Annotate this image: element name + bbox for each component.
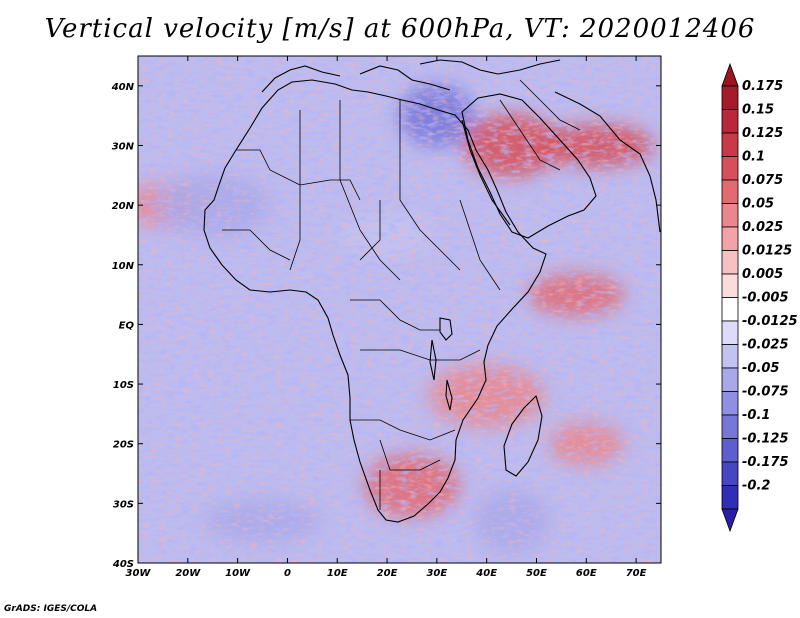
colorbar-label: 0.15 [742,103,774,118]
colorbar-label: -0.005 [742,291,789,306]
lon-tick-label: 20E [377,568,398,579]
colorbar-swatch [721,297,739,322]
lon-tick-label: 30E [426,568,447,579]
colorbar-label: 0.05 [742,197,774,212]
colorbar-swatch [721,367,739,392]
longitude-axis: 30W 20W 10W 0 10E 20E 30E 40E 50E 60E 70E [126,56,647,579]
lat-tick-label: 10N [112,261,135,272]
colorbar-swatch [721,203,739,228]
colorbar-swatch [721,132,739,157]
vertical-velocity-field [138,56,661,563]
colorbar-label: 0.075 [742,173,783,188]
colorbar-label: 0.125 [742,126,783,141]
colorbar-swatch [721,391,739,416]
colorbar-label: -0.075 [742,385,789,400]
lon-tick-label: 30W [126,568,152,579]
colorbar-label: 0.1 [742,150,765,165]
lat-tick-label: 30N [112,141,135,152]
colorbar-swatch [721,414,739,439]
colorbar-bottom-arrow [721,508,739,533]
lat-tick-label: EQ [119,320,135,331]
latitude-axis: 40N 30N 20N 10N EQ 10S 20S 30S 40S [111,82,661,570]
colorbar-swatch [721,344,739,369]
colorbar-label: 0.0125 [742,244,792,259]
plot-frame [137,55,662,564]
colorbar-label: 0.005 [742,267,783,282]
colorbar-swatch [721,438,739,463]
lat-tick-label: 30S [113,499,134,510]
colorbar-swatch [721,250,739,275]
colorbar-swatch [721,320,739,345]
colorbar-label: -0.1 [742,408,770,423]
colorbar-label: -0.05 [742,361,779,376]
colorbar-swatch [721,109,739,134]
colorbar-swatch [721,461,739,486]
lat-tick-label: 40S [112,559,134,570]
coastlines [203,59,661,523]
lon-tick-label: 10W [225,568,251,579]
colorbar-label: -0.025 [742,338,789,353]
colorbar-swatch [721,485,739,510]
lon-tick-label: 70E [626,568,647,579]
lon-tick-label: 50E [526,568,547,579]
lat-tick-label: 40N [111,82,135,93]
lat-tick-label: 10S [113,380,134,391]
colorbar-label: 0.175 [742,79,783,94]
grads-credit: GrADS: IGES/COLA [4,604,98,614]
colorbar: 0.175 0.15 0.125 0.1 0.075 0.05 0.025 0.0125 0.0… [721,62,798,533]
colorbar-label: -0.0125 [742,314,798,329]
colorbar-swatch [721,85,739,110]
colorbar-label: -0.2 [742,479,770,494]
colorbar-swatch [721,179,739,204]
lon-tick-label: 0 [284,568,291,579]
colorbar-swatch [721,226,739,251]
lat-tick-label: 20N [112,201,135,212]
colorbar-label: -0.175 [742,455,789,470]
map-title: Vertical velocity [m/s] at 600hPa, VT: 2… [44,14,756,44]
lon-tick-label: 40E [475,568,497,579]
lat-tick-label: 20S [113,440,134,451]
colorbar-top-arrow [721,62,739,87]
colorbar-swatch [721,156,739,181]
lon-tick-label: 10E [327,568,348,579]
lon-tick-label: 20W [175,568,201,579]
colorbar-label: -0.125 [742,432,789,447]
colorbar-swatch [721,273,739,298]
colorbar-label: 0.025 [742,220,783,235]
lon-tick-label: 60E [576,568,597,579]
